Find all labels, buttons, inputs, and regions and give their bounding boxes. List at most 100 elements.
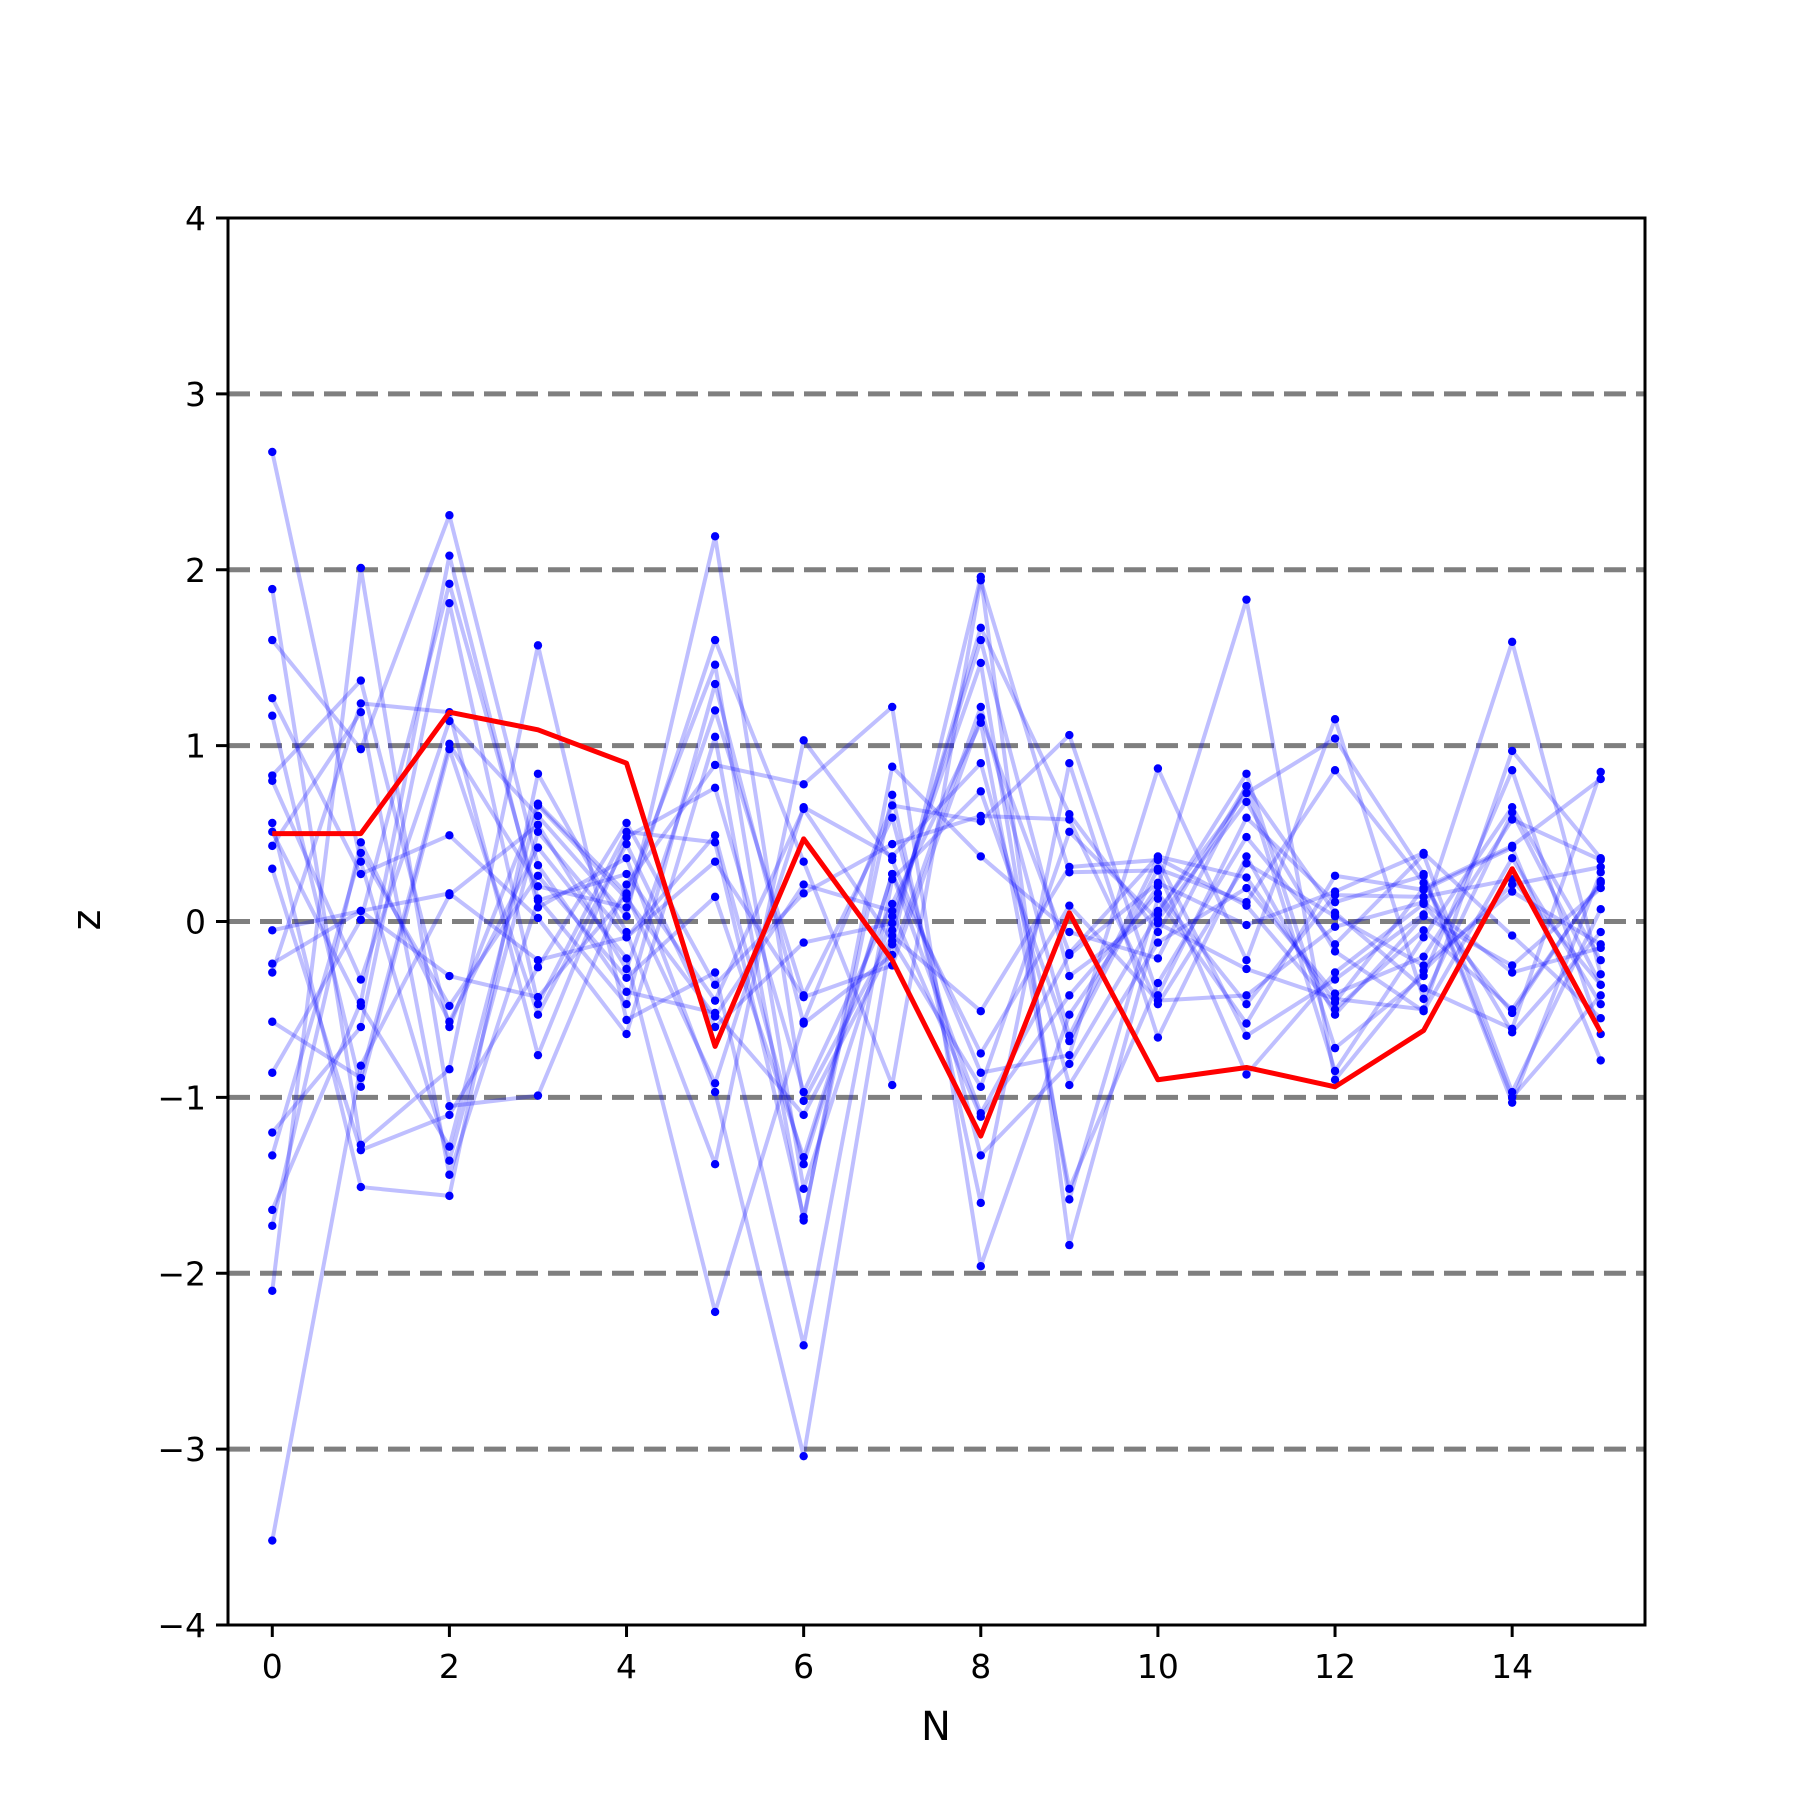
sample-point [533, 1091, 543, 1100]
sample-point [356, 563, 366, 573]
sample-point [445, 511, 454, 520]
sample-series-line [271, 715, 1602, 1005]
sample-point [1153, 1033, 1163, 1042]
sample-point [356, 869, 366, 879]
sample-point [976, 759, 985, 768]
sample-point [1065, 1059, 1074, 1069]
sample-point [1507, 766, 1517, 775]
sample-point [356, 708, 366, 717]
sample-point [445, 1191, 454, 1201]
highlight-line [272, 709, 1603, 1139]
sample-point [710, 1307, 720, 1317]
sample-point [622, 973, 631, 982]
sample-point [1419, 952, 1428, 961]
sample-point [710, 857, 720, 866]
sample-point [268, 635, 277, 645]
sample-point [356, 838, 366, 847]
sample-point [710, 635, 720, 645]
sample-point [268, 968, 277, 977]
sample-point [976, 658, 985, 668]
sample-point [622, 832, 631, 842]
sample-point [533, 903, 543, 912]
sample-point [799, 1087, 808, 1097]
sample-point [1330, 1066, 1340, 1076]
sample-point [799, 857, 808, 866]
sample-point [1419, 848, 1428, 858]
sample-point [710, 732, 720, 742]
sample-point [1065, 991, 1074, 1000]
reference-lines [228, 391, 1645, 1452]
sample-series-line [270, 660, 1603, 1202]
sample-point [1330, 1075, 1340, 1084]
sample-point [1242, 991, 1251, 1000]
sample-series-line [270, 513, 1603, 1248]
sample-point [268, 926, 277, 935]
sample-point [799, 992, 808, 1002]
sample-point [268, 1017, 277, 1026]
sample-point [533, 861, 543, 870]
sample-point [1596, 868, 1605, 877]
y-tick-label: 0 [185, 903, 206, 942]
sample-point [1419, 926, 1428, 935]
sample-point [1242, 955, 1251, 965]
sample-point [622, 964, 631, 974]
x-tick-label: 2 [439, 1647, 460, 1686]
sample-point [1330, 734, 1340, 743]
sample-point [710, 660, 720, 669]
sample-point [622, 880, 631, 889]
sample-point [1153, 938, 1163, 947]
sample-point [356, 848, 366, 858]
sample-point [1507, 961, 1517, 970]
sample-point [1507, 853, 1517, 863]
y-tick-label: 4 [185, 199, 206, 238]
sample-point [976, 787, 985, 796]
sample-point [1596, 970, 1605, 979]
sample-point [710, 838, 720, 847]
sample-point [1419, 899, 1428, 909]
sample-point [888, 1080, 897, 1090]
sample-point [1330, 871, 1340, 880]
x-tick-label: 6 [793, 1647, 814, 1686]
sample-point [888, 762, 897, 771]
sample-point [268, 1205, 277, 1215]
sample-point [710, 996, 720, 1005]
sample-point [356, 857, 366, 866]
sample-point [710, 1022, 720, 1032]
sample-point [799, 780, 808, 789]
sample-point [976, 1198, 985, 1208]
highlight-series [272, 709, 1603, 1139]
sample-point [533, 999, 543, 1009]
sample-point [1596, 999, 1605, 1009]
sample-point [1065, 971, 1074, 981]
sample-series-line [270, 717, 1603, 1198]
sample-point [799, 938, 808, 947]
sample-point [445, 744, 454, 754]
sample-point [710, 706, 720, 715]
sample-point [268, 1128, 277, 1137]
sample-series [268, 447, 1605, 1545]
sample-point [888, 839, 897, 849]
sample-point [622, 1015, 631, 1025]
sample-point [888, 852, 897, 861]
sample-point [1507, 887, 1517, 896]
sample-point [533, 955, 543, 965]
sample-point [799, 1110, 808, 1120]
sample-point [1065, 948, 1074, 958]
sample-point [445, 889, 454, 898]
sample-point [1419, 892, 1428, 902]
sample-point [533, 913, 543, 923]
sample-point [1065, 730, 1074, 740]
sample-point [710, 892, 720, 902]
sample-point [1153, 915, 1163, 924]
sample-point [533, 1010, 543, 1019]
sample-point [799, 1160, 808, 1169]
sample-point [622, 912, 631, 921]
sample-point [888, 919, 897, 928]
sample-point [533, 801, 543, 810]
sample-series-line [270, 565, 1602, 1292]
sample-point [976, 713, 985, 722]
sample-point [1596, 940, 1605, 949]
sample-point [356, 1182, 366, 1192]
y-tick-label: 1 [185, 727, 206, 766]
sample-point [799, 1184, 808, 1194]
